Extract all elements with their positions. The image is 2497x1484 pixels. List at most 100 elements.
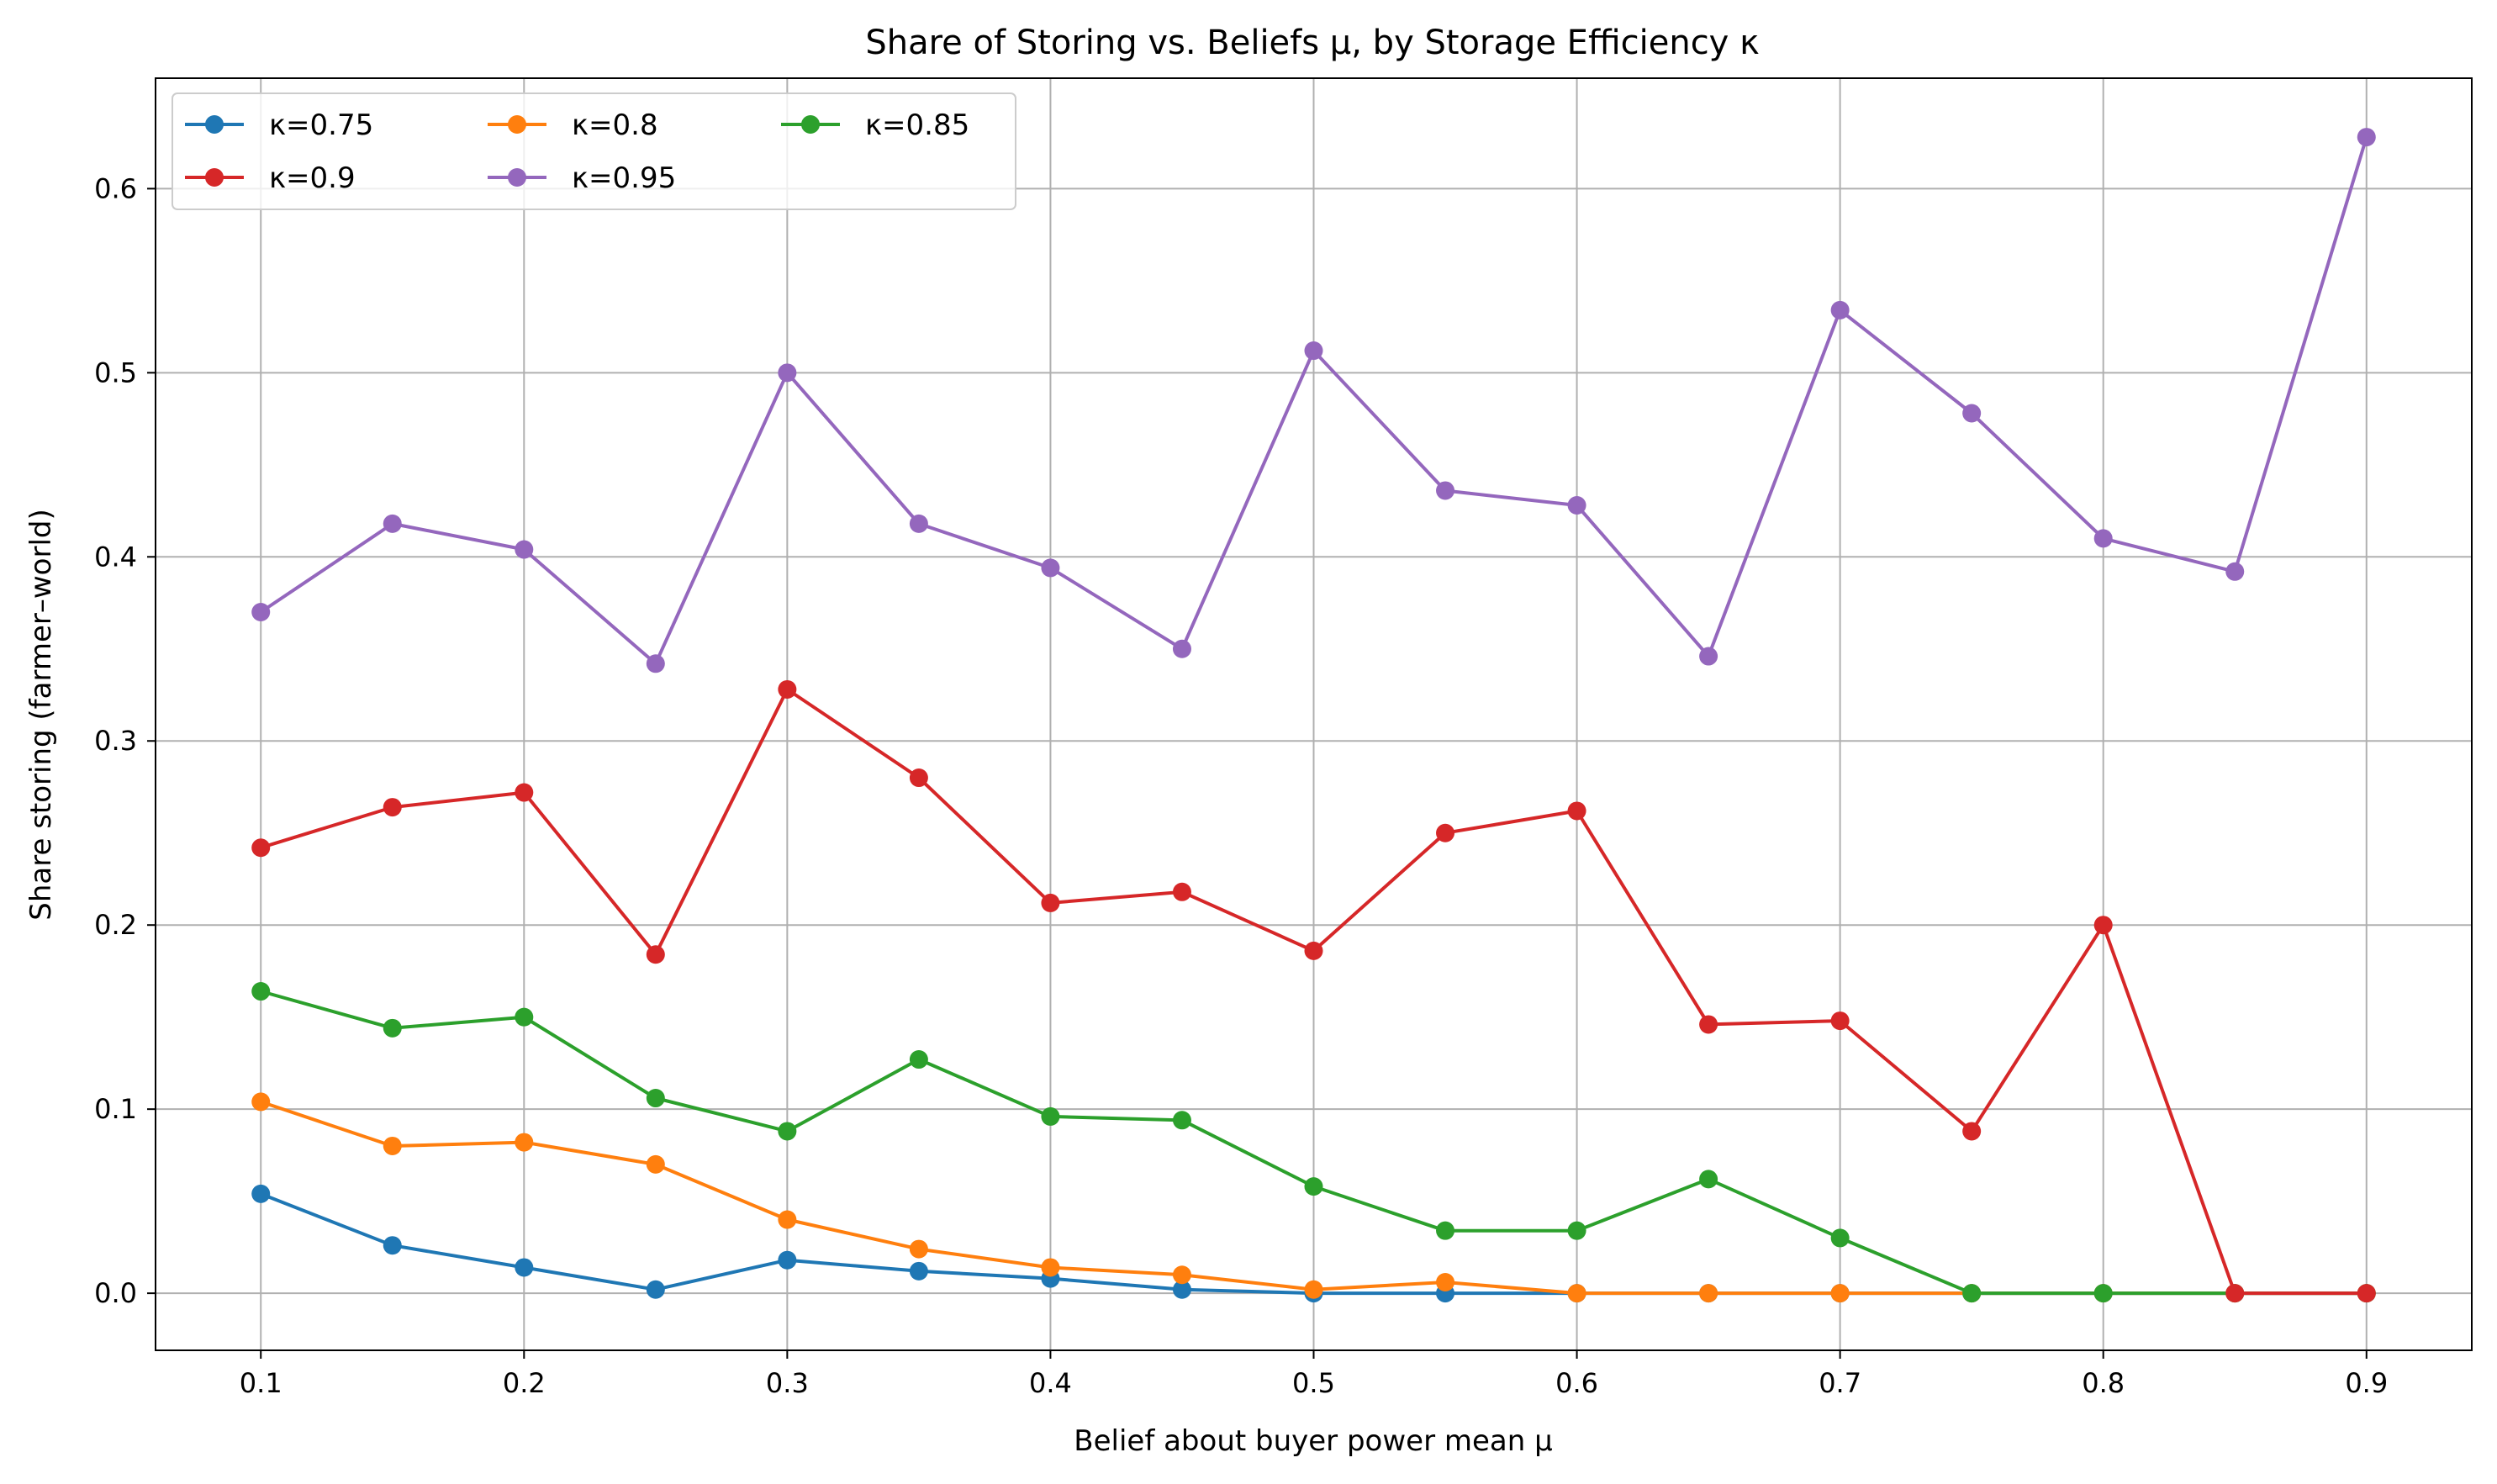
data-point xyxy=(251,1184,271,1203)
data-point xyxy=(251,602,271,621)
legend-item: κ=0.8 xyxy=(488,108,658,142)
data-point xyxy=(383,1018,402,1038)
data-point xyxy=(1041,1106,1060,1126)
legend-label: κ=0.75 xyxy=(269,108,373,142)
data-point xyxy=(1699,647,1718,666)
y-tick-label: 0.5 xyxy=(94,356,137,388)
data-point xyxy=(1699,1170,1718,1189)
data-point xyxy=(778,1250,797,1270)
data-point xyxy=(1567,1221,1586,1240)
legend-label: κ=0.85 xyxy=(865,108,969,142)
legend-label: κ=0.95 xyxy=(572,161,676,195)
data-point xyxy=(383,1236,402,1255)
data-point xyxy=(1962,404,1982,423)
data-point xyxy=(515,783,534,802)
data-point xyxy=(778,1122,797,1141)
y-tick-label: 0.6 xyxy=(94,172,137,204)
data-point xyxy=(1304,1280,1323,1299)
data-point xyxy=(1830,300,1850,320)
data-point xyxy=(1830,1228,1850,1248)
legend-item: κ=0.75 xyxy=(185,108,373,142)
data-point xyxy=(1172,1280,1191,1299)
legend-item: κ=0.95 xyxy=(488,161,676,195)
data-point xyxy=(1567,801,1586,821)
data-point xyxy=(1304,341,1323,361)
data-point xyxy=(1436,823,1455,842)
data-point xyxy=(251,838,271,858)
x-tick-label: 0.1 xyxy=(240,1367,282,1399)
legend-item: κ=0.9 xyxy=(185,161,356,195)
data-point xyxy=(2225,562,2245,581)
data-point xyxy=(515,1007,534,1027)
data-point xyxy=(1304,941,1323,960)
data-point xyxy=(1830,1284,1850,1303)
data-point xyxy=(909,514,928,533)
data-point xyxy=(515,1133,534,1152)
data-point xyxy=(1699,1015,1718,1034)
data-point xyxy=(778,1210,797,1229)
x-axis-label: Belief about buyer power mean μ xyxy=(1074,1424,1552,1458)
data-point xyxy=(778,363,797,383)
data-point xyxy=(515,1258,534,1277)
data-point xyxy=(251,982,271,1001)
data-point xyxy=(2093,1284,2113,1303)
data-point xyxy=(1304,1177,1323,1196)
series-4 xyxy=(251,679,2376,1303)
data-point xyxy=(1699,1284,1718,1303)
legend-marker xyxy=(508,168,526,187)
x-tick-label: 0.9 xyxy=(2345,1367,2388,1399)
legend-marker xyxy=(205,168,224,187)
data-point xyxy=(646,1154,665,1174)
x-tick-label: 0.6 xyxy=(1555,1367,1598,1399)
x-tick-label: 0.3 xyxy=(766,1367,809,1399)
series-5 xyxy=(251,128,2376,673)
x-tick-label: 0.2 xyxy=(503,1367,546,1399)
legend-marker xyxy=(801,115,820,134)
data-point xyxy=(1567,1284,1586,1303)
data-point xyxy=(646,654,665,673)
x-tick-label: 0.4 xyxy=(1029,1367,1072,1399)
data-point xyxy=(383,514,402,533)
y-tick-label: 0.1 xyxy=(94,1093,137,1125)
data-point xyxy=(1567,495,1586,515)
x-tick-label: 0.7 xyxy=(1819,1367,1861,1399)
legend-marker xyxy=(205,115,224,134)
data-point xyxy=(909,768,928,788)
y-tick-label: 0.0 xyxy=(94,1277,137,1309)
data-point xyxy=(1172,882,1191,901)
data-point xyxy=(1041,1258,1060,1277)
data-point xyxy=(646,945,665,964)
x-axis-ticks: 0.1 0.2 0.3 0.4 0.5 0.6 0.7 0.8 0.9 xyxy=(240,1350,2388,1399)
data-point xyxy=(383,798,402,817)
data-point xyxy=(1962,1284,1982,1303)
data-point xyxy=(909,1261,928,1281)
y-tick-label: 0.2 xyxy=(94,909,137,941)
data-point xyxy=(646,1089,665,1108)
data-point xyxy=(1436,1221,1455,1240)
data-point xyxy=(383,1136,402,1155)
data-point xyxy=(646,1280,665,1299)
data-point xyxy=(2357,1284,2376,1303)
chart-title: Share of Storing vs. Beliefs μ, by Stora… xyxy=(865,24,1759,62)
data-point xyxy=(2225,1284,2245,1303)
data-point xyxy=(515,540,534,559)
legend: κ=0.75 κ=0.8 κ=0.85 κ=0.9 κ=0.95 xyxy=(172,92,1016,210)
x-tick-label: 0.5 xyxy=(1292,1367,1335,1399)
data-point xyxy=(909,1239,928,1259)
data-point xyxy=(1172,1265,1191,1285)
y-axis-ticks: 0.0 0.1 0.2 0.3 0.4 0.5 0.6 xyxy=(94,172,156,1309)
y-axis-label: Share storing (farmer–world) xyxy=(24,509,58,920)
data-point xyxy=(1962,1122,1982,1141)
data-point xyxy=(1172,1111,1191,1130)
series-layer xyxy=(251,128,2376,1303)
x-tick-label: 0.8 xyxy=(2082,1367,2125,1399)
data-point xyxy=(1041,558,1060,578)
data-point xyxy=(1830,1011,1850,1031)
data-point xyxy=(2357,128,2376,147)
data-point xyxy=(2093,916,2113,935)
data-point xyxy=(1436,1272,1455,1291)
y-tick-label: 0.4 xyxy=(94,541,137,573)
data-point xyxy=(251,1092,271,1112)
